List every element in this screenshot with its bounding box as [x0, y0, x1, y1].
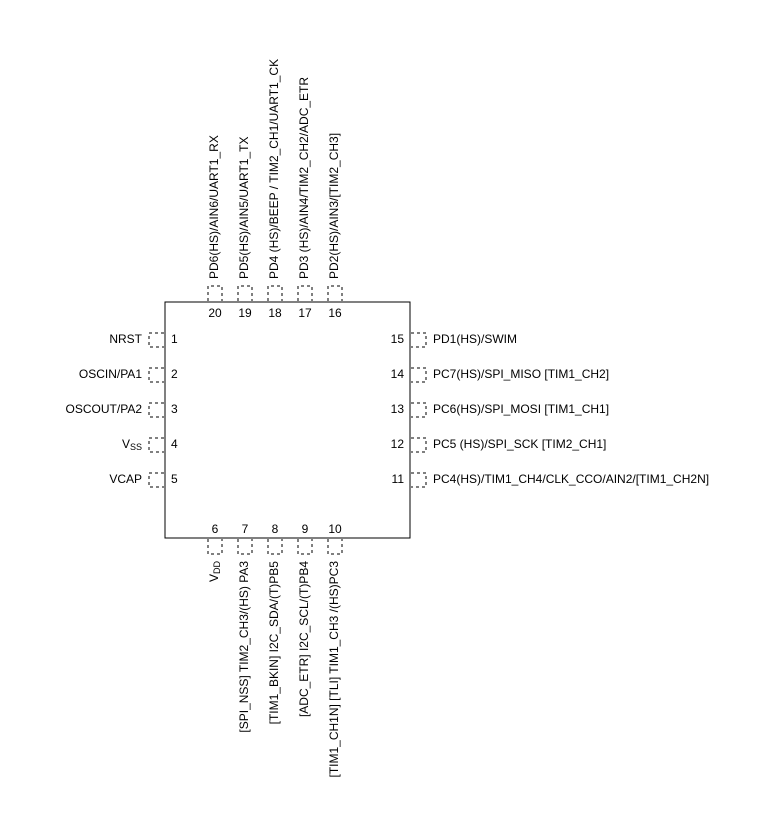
- pin-label-8: [TIM1_BKIN] I2C_SDA/(T)PB5: [267, 561, 281, 725]
- pin-label-14: PC7(HS)/SPI_MISO [TIM1_CH2]: [433, 367, 609, 381]
- pin-9: [298, 539, 312, 554]
- pin-num-1: 1: [171, 332, 178, 346]
- pin-num-14: 14: [391, 367, 405, 381]
- pin-8: [268, 539, 282, 554]
- pin-label-7: [SPI_NSS] TIM2_CH3/(HS) PA3: [237, 561, 251, 733]
- pin-num-18: 18: [268, 306, 282, 320]
- pin-num-19: 19: [238, 306, 252, 320]
- pin-13: [411, 403, 426, 417]
- pin-4: [149, 438, 164, 452]
- pin-num-2: 2: [171, 367, 178, 381]
- pin-label-17: PD3 (HS)/AIN4/TIM2_CH2/ADC_ETR: [297, 77, 311, 279]
- pin-label-6: VDD: [207, 561, 222, 583]
- pin-num-6: 6: [212, 522, 219, 536]
- pin-label-10: [TIM1_CH1N] [TLI] TIM1_CH3 /(HS)PC3: [327, 561, 341, 778]
- pin-label-2: OSCIN/PA1: [79, 367, 142, 381]
- pin-num-8: 8: [272, 522, 279, 536]
- pin-num-15: 15: [391, 332, 405, 346]
- pin-6: [208, 539, 222, 554]
- pin-num-20: 20: [208, 306, 222, 320]
- pin-2: [149, 368, 164, 382]
- pin-19: [238, 286, 252, 301]
- pin-label-9: [ADC_ETR] I2C_SCL/(T)PB4: [297, 561, 311, 717]
- pin-label-12: PC5 (HS)/SPI_SCK [TIM2_CH1]: [433, 437, 606, 451]
- pin-num-9: 9: [302, 522, 309, 536]
- pin-label-20: PD6(HS)/AIN6/UART1_RX: [207, 135, 221, 279]
- pin-label-3: OSCOUT/PA2: [66, 402, 143, 416]
- pin-15: [411, 333, 426, 347]
- pin-label-5: VCAP: [109, 472, 142, 486]
- pin-10: [328, 539, 342, 554]
- pin-label-19: PD5(HS)/AIN5/UART1_TX: [237, 137, 251, 279]
- pin-5: [149, 473, 164, 487]
- pinout-diagram: 1 NRST 2 OSCIN/PA1 3 OSCOUT/PA2 4 VSS 5 VCAP 15 PD1…: [0, 0, 765, 831]
- pin-label-11: PC4(HS)/TIM1_CH4/CLK_CCO/AIN2/[TIM1_CH2N…: [433, 472, 709, 486]
- pin-num-10: 10: [328, 522, 342, 536]
- pin-num-13: 13: [391, 402, 405, 416]
- pin-11: [411, 473, 426, 487]
- pin-label-13: PC6(HS)/SPI_MOSI [TIM1_CH1]: [433, 402, 609, 416]
- pin-num-11: 11: [392, 472, 405, 486]
- pin-num-7: 7: [242, 522, 249, 536]
- pin-label-4: VSS: [122, 437, 142, 452]
- pin-label-1: NRST: [109, 332, 142, 346]
- pin-label-15: PD1(HS)/SWIM: [433, 332, 517, 346]
- pin-17: [298, 286, 312, 301]
- pin-num-17: 17: [298, 306, 312, 320]
- pin-num-16: 16: [328, 306, 342, 320]
- pin-num-4: 4: [171, 437, 178, 451]
- chip-body: [165, 302, 410, 538]
- pin-3: [149, 403, 164, 417]
- pin-20: [208, 286, 222, 301]
- pin-18: [268, 286, 282, 301]
- pin-12: [411, 438, 426, 452]
- pin-16: [328, 286, 342, 301]
- pin-label-18: PD4 (HS)/BEEP / TIM2_CH1/UART1_CK: [267, 59, 281, 279]
- pin-num-5: 5: [171, 472, 178, 486]
- pin-7: [238, 539, 252, 554]
- pin-14: [411, 368, 426, 382]
- pin-1: [149, 333, 164, 347]
- pin-label-16: PD2(HS)/AIN3/[TIM2_CH3]: [327, 133, 341, 279]
- pin-num-3: 3: [171, 402, 178, 416]
- pin-num-12: 12: [391, 437, 405, 451]
